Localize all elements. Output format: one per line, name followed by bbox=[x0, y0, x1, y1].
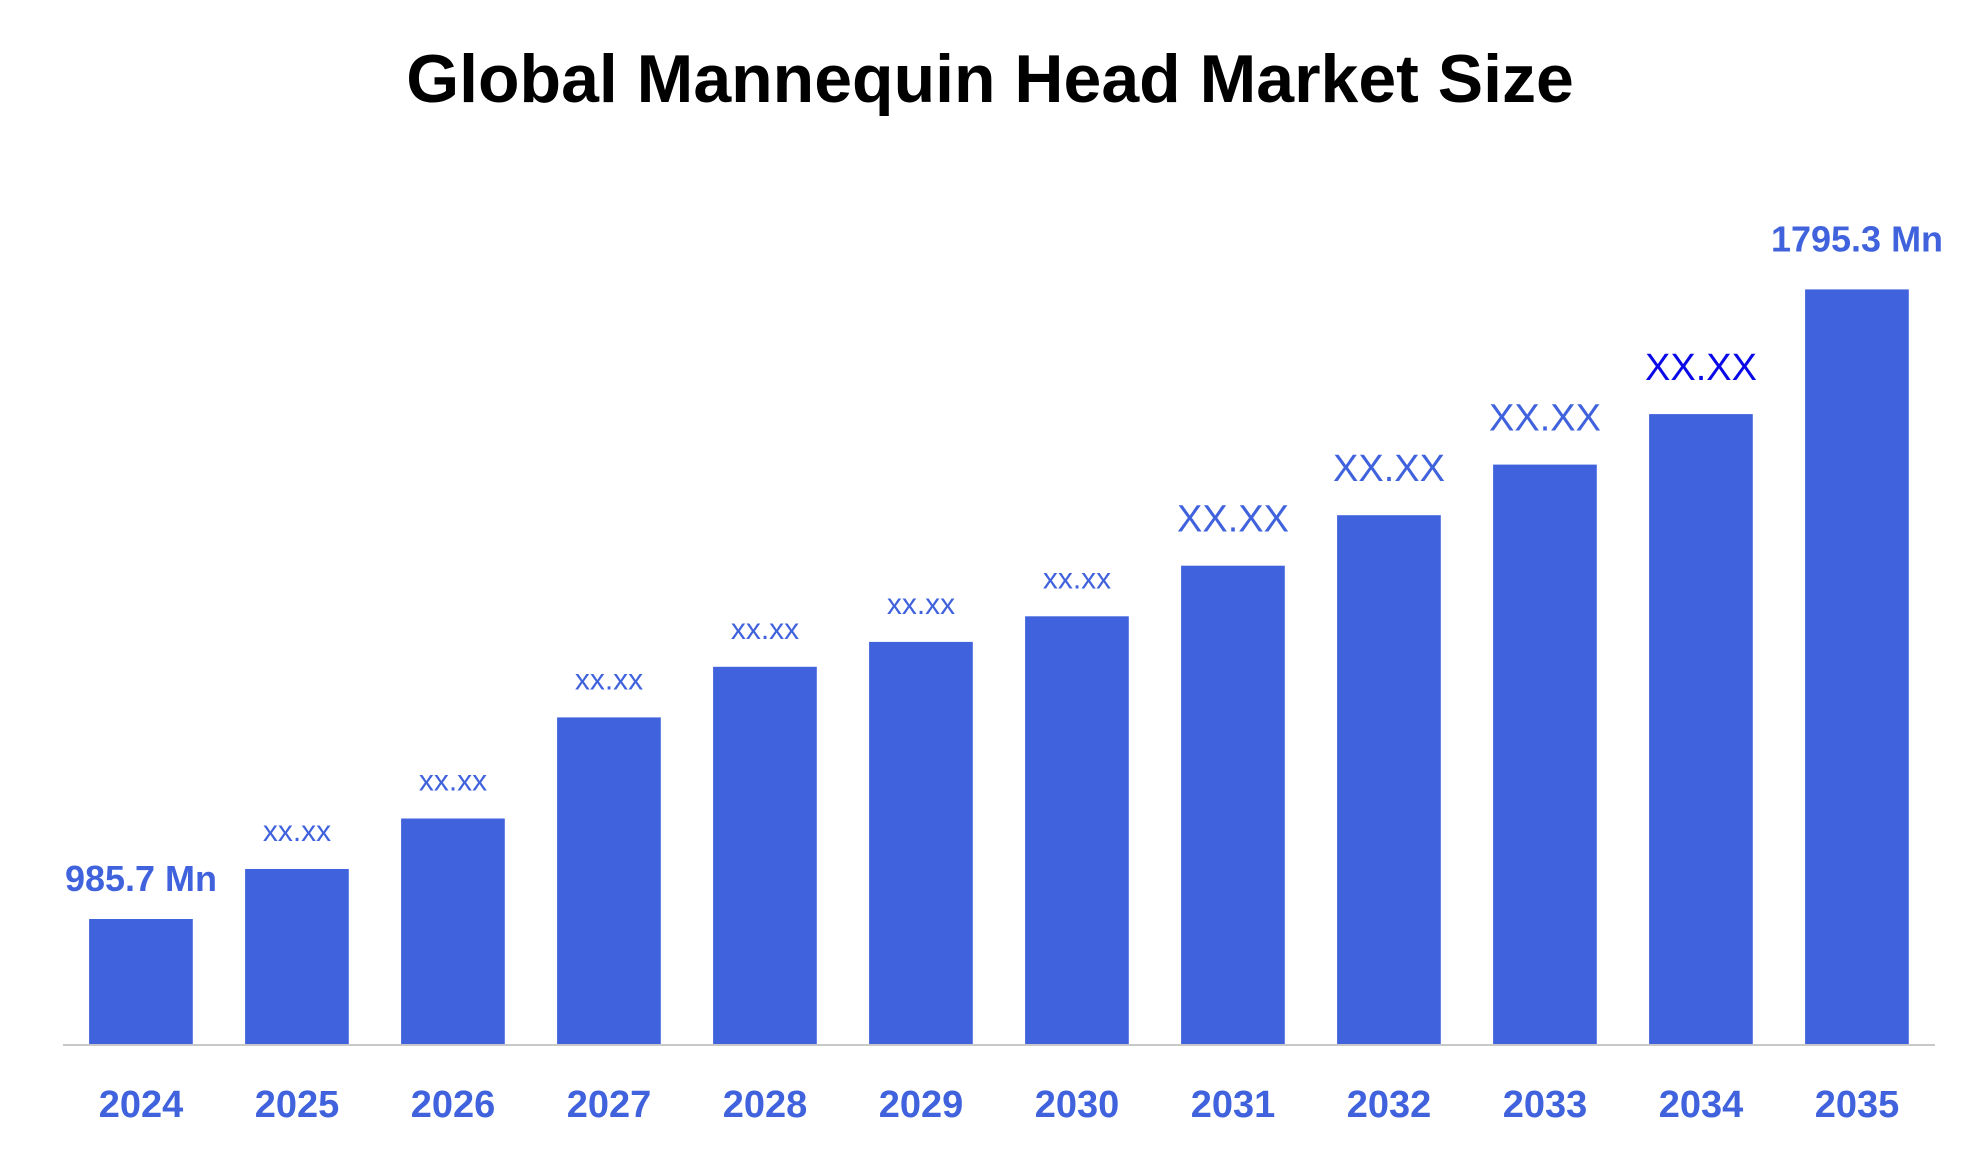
bar-2028 bbox=[713, 666, 817, 1044]
bar-2027 bbox=[557, 717, 661, 1044]
x-tick-label-2031: 2031 bbox=[1191, 1084, 1276, 1126]
bar-2031 bbox=[1181, 565, 1285, 1044]
x-tick-label-2026: 2026 bbox=[411, 1084, 496, 1126]
x-tick-label-2030: 2030 bbox=[1035, 1084, 1120, 1126]
data-label-2031: XX.XX bbox=[1177, 499, 1289, 541]
bar-2029 bbox=[869, 641, 973, 1044]
bar-2035 bbox=[1805, 289, 1909, 1044]
bar-2026 bbox=[401, 818, 505, 1044]
data-label-2030: xx.xx bbox=[1043, 562, 1111, 595]
data-label-2027: xx.xx bbox=[575, 663, 643, 696]
data-label-2032: XX.XX bbox=[1333, 448, 1445, 490]
data-label-2033: XX.XX bbox=[1489, 398, 1601, 440]
bar-2032 bbox=[1337, 515, 1441, 1044]
x-tick-label-2027: 2027 bbox=[567, 1084, 652, 1126]
x-tick-label-2033: 2033 bbox=[1503, 1084, 1588, 1126]
data-label-2026: xx.xx bbox=[419, 765, 487, 798]
x-tick-label-2035: 2035 bbox=[1815, 1084, 1900, 1126]
bar-2034 bbox=[1649, 414, 1753, 1045]
x-tick-label-2025: 2025 bbox=[255, 1084, 340, 1126]
x-tick-label-2028: 2028 bbox=[723, 1084, 808, 1126]
bar-2033 bbox=[1493, 464, 1597, 1045]
data-label-2029: xx.xx bbox=[887, 588, 955, 621]
x-tick-label-2029: 2029 bbox=[879, 1084, 964, 1126]
x-tick-label-2034: 2034 bbox=[1659, 1084, 1744, 1126]
data-label-2025: xx.xx bbox=[263, 815, 331, 848]
x-tick-label-2032: 2032 bbox=[1347, 1084, 1432, 1126]
bar-2030 bbox=[1025, 616, 1129, 1044]
bar-2024 bbox=[89, 919, 193, 1044]
data-label-2028: xx.xx bbox=[731, 613, 799, 646]
data-label-2035: 1795.3 Mn bbox=[1771, 218, 1943, 259]
data-label-2034: XX.XX bbox=[1645, 347, 1757, 389]
bar-2025 bbox=[245, 869, 349, 1044]
chart-title: Global Mannequin Head Market Size bbox=[406, 41, 1574, 117]
x-tick-label-2024: 2024 bbox=[99, 1084, 184, 1126]
data-label-2024: 985.7 Mn bbox=[65, 858, 217, 899]
